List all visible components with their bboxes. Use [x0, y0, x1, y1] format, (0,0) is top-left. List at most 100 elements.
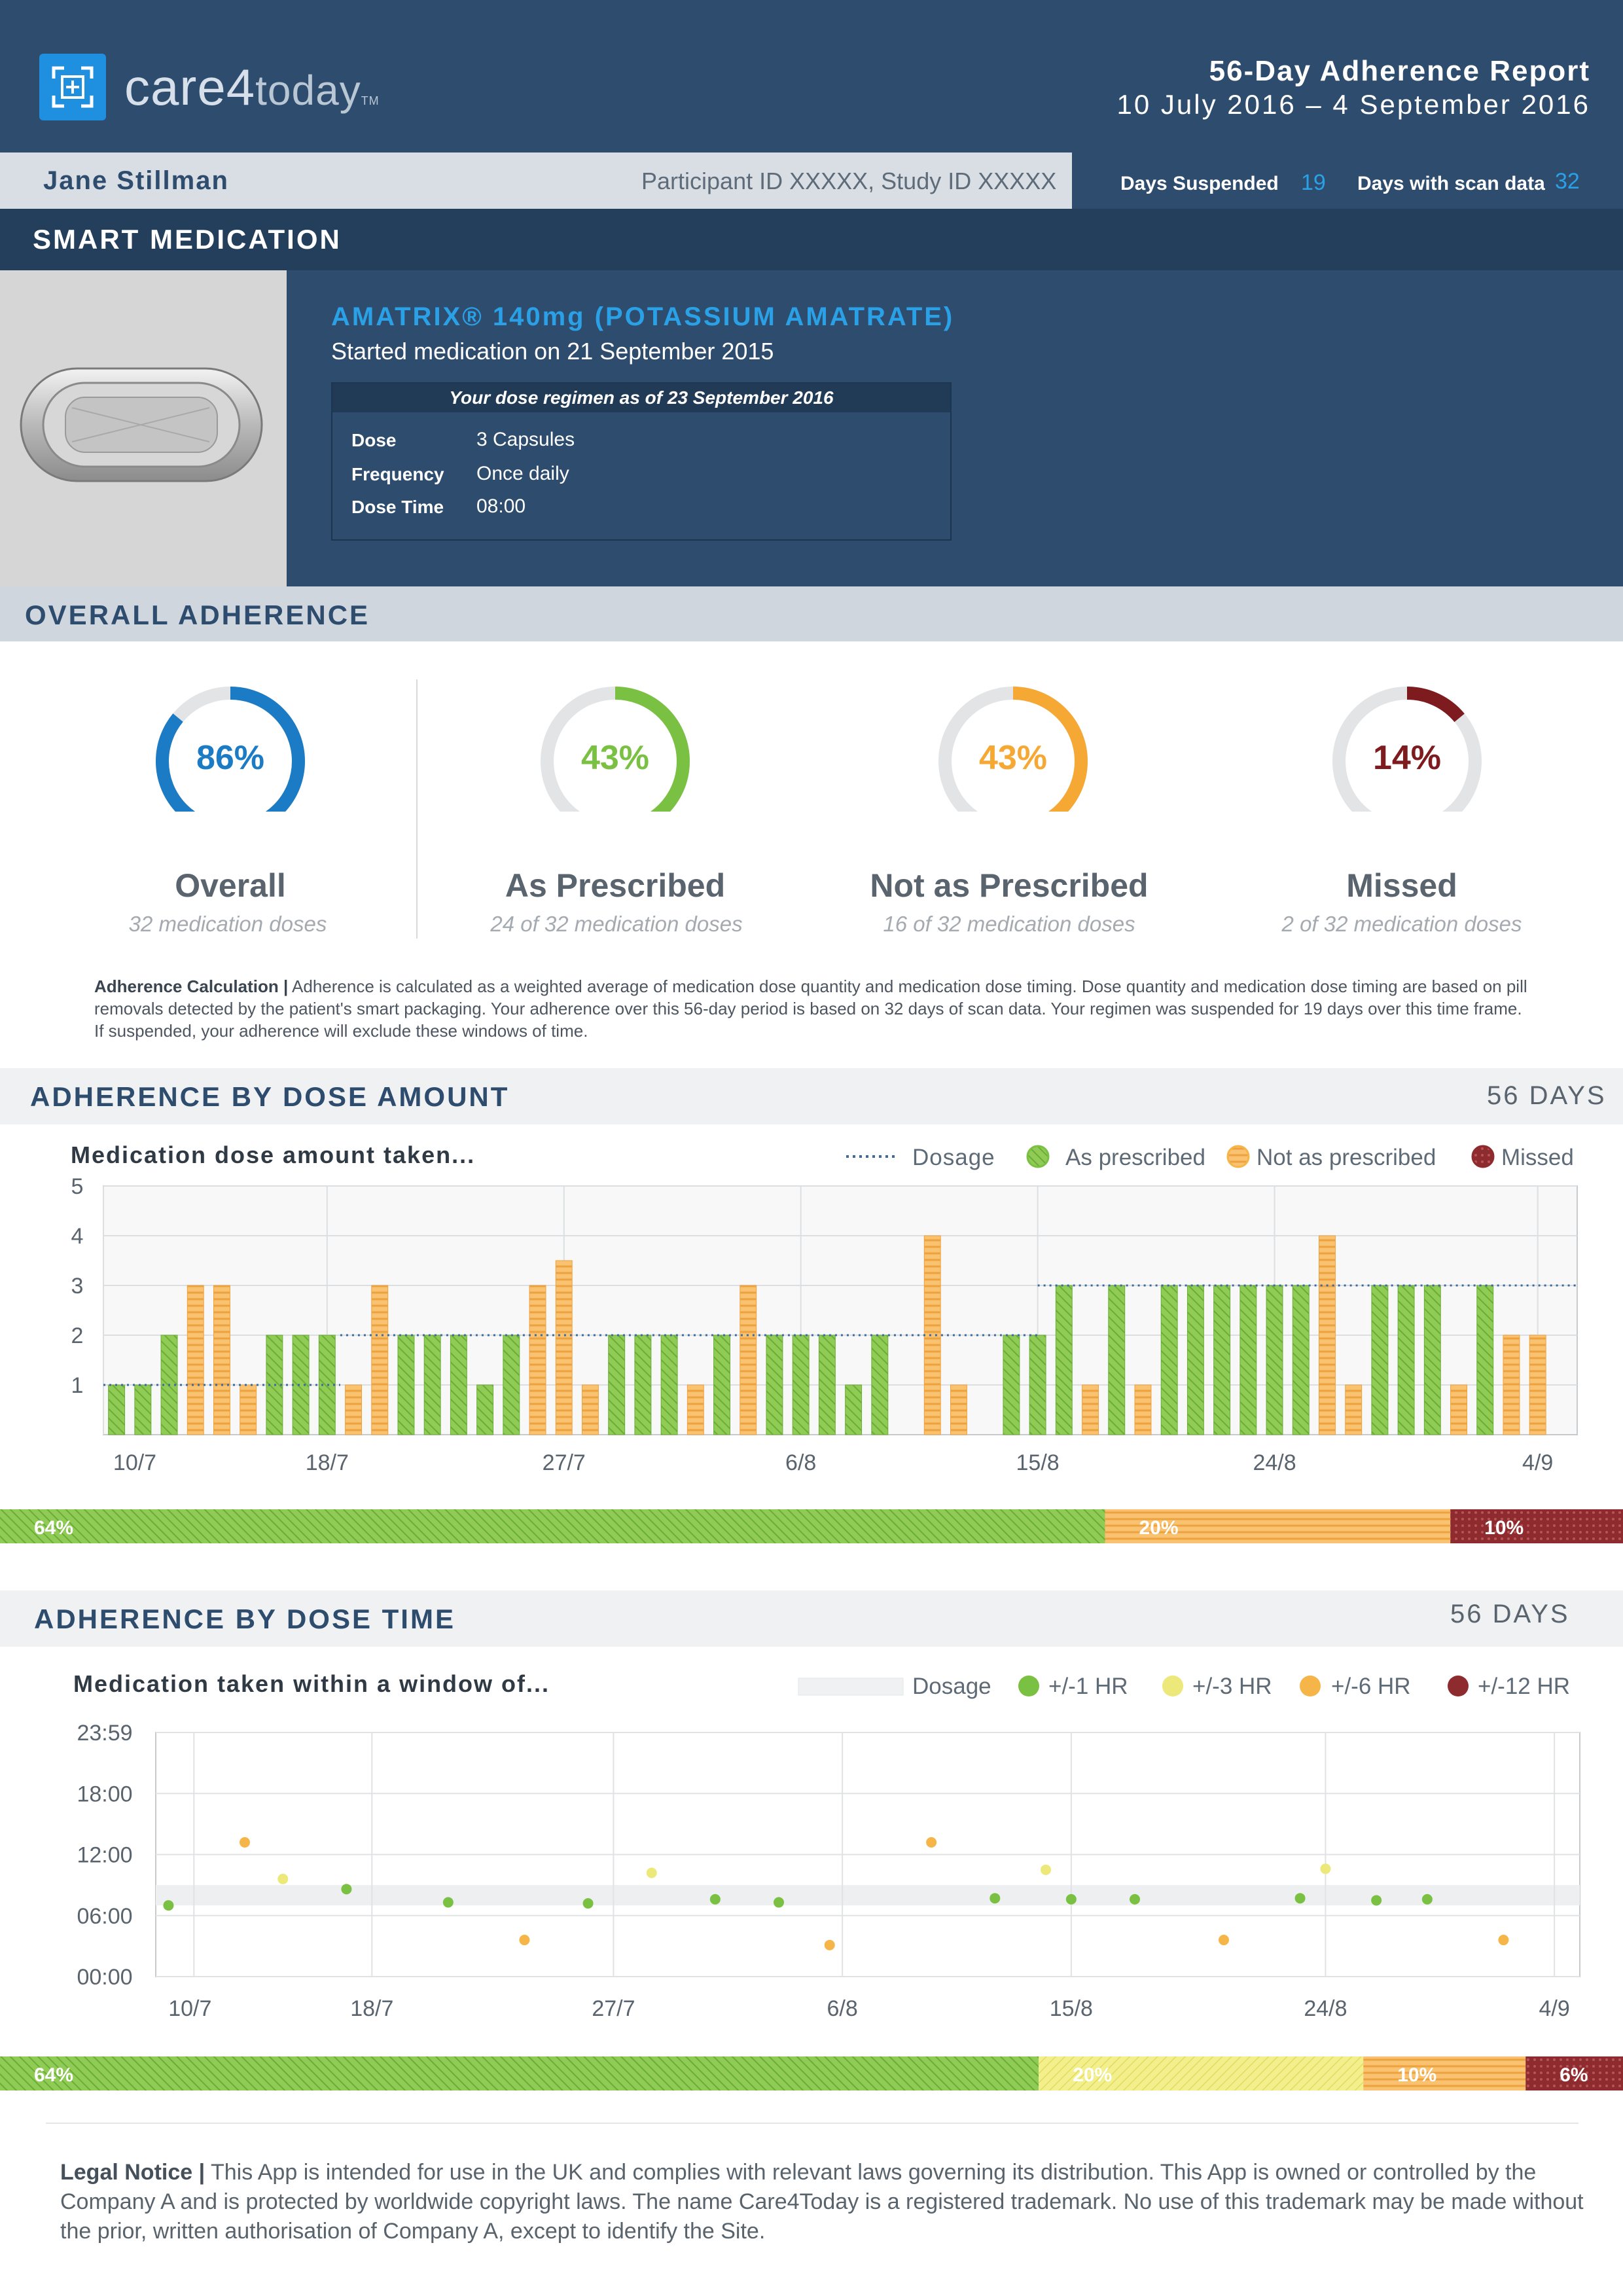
- dose-bar: [1186, 1285, 1204, 1435]
- dose-bar: [1055, 1285, 1073, 1435]
- patient-bar: [0, 152, 1072, 209]
- dose-bar: [423, 1335, 441, 1435]
- dose-bar: [1266, 1285, 1283, 1435]
- ring-title: As Prescribed: [505, 867, 726, 904]
- ring-percent: 43%: [978, 739, 1048, 777]
- dose-bar: [371, 1285, 389, 1435]
- x-tick-label: 6/8: [827, 1996, 858, 2021]
- dose-time-point: [1498, 1935, 1509, 1946]
- dose-bar: [1108, 1285, 1126, 1435]
- dose-time-point: [1041, 1864, 1051, 1875]
- dose-time-point: [646, 1867, 657, 1878]
- dose-bar: [1003, 1335, 1020, 1435]
- dose-time-point: [824, 1939, 835, 1950]
- legend-dot-icon: [1162, 1676, 1183, 1696]
- dose-regimen-header: Your dose regimen as of 23 September 201…: [332, 384, 950, 412]
- dose-bar: [1134, 1384, 1152, 1435]
- y-tick-label: 23:59: [77, 1721, 132, 1746]
- dose-bar: [871, 1335, 889, 1435]
- dose-bar: [818, 1335, 836, 1435]
- y-tick-label: 5: [71, 1174, 84, 1199]
- summary-label: 10%: [1397, 2064, 1436, 2086]
- days-suspended-label: Days Suspended: [1120, 173, 1279, 194]
- summary-segment: [1525, 2056, 1623, 2090]
- dose-bar: [1292, 1285, 1310, 1435]
- dose-bar: [187, 1285, 204, 1435]
- calc-text: Adherence is calculated as a weighted av…: [94, 977, 1527, 1041]
- days-scan-label: Days with scan data: [1357, 173, 1545, 194]
- brand-wordmark: care4todayTM: [124, 58, 380, 116]
- calc-label: Adherence Calculation |: [94, 977, 289, 996]
- dose-bar: [134, 1384, 152, 1435]
- legend-label: +/-12 HR: [1478, 1674, 1570, 1699]
- dose-bar: [950, 1384, 967, 1435]
- x-tick-label: 18/7: [350, 1996, 393, 2021]
- dose-bar: [292, 1335, 310, 1435]
- dose-time-point: [163, 1900, 174, 1911]
- x-tick-label: 10/7: [168, 1996, 211, 2021]
- x-tick-label: 10/7: [113, 1450, 156, 1475]
- summary-label: 64%: [34, 1517, 73, 1539]
- adherence-calculation-note: Adherence Calculation | Adherence is cal…: [94, 975, 1534, 1042]
- pill-image-pane: [0, 270, 287, 586]
- dose-bar: [555, 1260, 573, 1435]
- dose-amount-legend: Dosage As prescribed Not as prescribed M…: [846, 1145, 1574, 1170]
- dose-time-point: [1421, 1893, 1433, 1905]
- regimen-label: Dose Time: [351, 497, 444, 517]
- summary-label: 64%: [34, 2064, 73, 2086]
- dose-bar: [397, 1335, 415, 1435]
- legend-dot-icon: [1018, 1676, 1039, 1696]
- dose-bar: [845, 1384, 863, 1435]
- regimen-label: Frequency: [351, 464, 444, 484]
- dose-time-chart: 23:59 18:00 12:00 06:00 00:00 10/7 18/7 27/7 6/8…: [77, 1721, 1580, 2021]
- ring-subtitle: 32 medication doses: [128, 912, 327, 936]
- stats-bar: [1072, 152, 1623, 209]
- summary-label: 20%: [1139, 1517, 1179, 1539]
- patient-name: Jane Stillman: [43, 166, 229, 195]
- legend-label: Missed: [1501, 1145, 1574, 1170]
- y-tick-label: 1: [71, 1373, 84, 1398]
- dose-time-point: [1371, 1895, 1382, 1906]
- dose-bar: [1318, 1235, 1336, 1435]
- dose-time-point: [341, 1884, 352, 1895]
- legal-text: This App is intended for use in the UK a…: [60, 2160, 1584, 2244]
- legend-label: Dosage: [912, 1145, 995, 1170]
- ring-progress: [1332, 687, 1482, 812]
- divider: [416, 679, 418, 939]
- ring-subtitle: 16 of 32 medication doses: [883, 912, 1135, 936]
- y-tick-label: 06:00: [77, 1904, 132, 1929]
- ring-percent: 86%: [196, 739, 265, 777]
- dose-time-point: [774, 1897, 784, 1908]
- dosage-band-icon: [798, 1677, 904, 1696]
- dose-bar: [529, 1285, 546, 1435]
- dose-bar: [1423, 1285, 1441, 1435]
- ring-progress: [541, 687, 690, 812]
- dose-time-subtitle: Medication taken within a window of...: [73, 1670, 550, 1697]
- dose-bar: [476, 1384, 494, 1435]
- dose-bar: [108, 1384, 126, 1435]
- dose-time-point: [519, 1935, 530, 1946]
- summary-label: 10%: [1484, 1517, 1524, 1539]
- legend-dot-icon: [1471, 1145, 1495, 1168]
- x-tick-label: 27/7: [543, 1450, 586, 1475]
- dose-time-title: ADHERENCE BY DOSE TIME: [34, 1604, 455, 1634]
- dose-bar: [740, 1285, 757, 1435]
- ring-subtitle: 24 of 32 medication doses: [490, 912, 743, 936]
- dose-bar: [1529, 1335, 1546, 1435]
- x-tick-label: 24/8: [1253, 1450, 1296, 1475]
- dose-bar: [1213, 1285, 1231, 1435]
- pill-box-icon: [52, 66, 94, 108]
- legend-label: +/-6 HR: [1331, 1674, 1411, 1699]
- adherence-rings: [156, 687, 1482, 812]
- dose-bar: [1476, 1285, 1494, 1435]
- ring-progress: [938, 687, 1088, 812]
- dose-time-summary: 64% 20% 10% 6%: [0, 2056, 1623, 2090]
- report-title: 56-Day Adherence Report: [1209, 55, 1590, 87]
- legend-label: As prescribed: [1065, 1145, 1205, 1170]
- ring-title: Overall: [175, 867, 286, 904]
- dose-bar: [1450, 1384, 1468, 1435]
- dose-time-point: [1065, 1893, 1077, 1905]
- dose-amount-title: ADHERENCE BY DOSE AMOUNT: [30, 1081, 510, 1112]
- summary-label: 20%: [1073, 2064, 1112, 2086]
- dose-bar: [713, 1335, 731, 1435]
